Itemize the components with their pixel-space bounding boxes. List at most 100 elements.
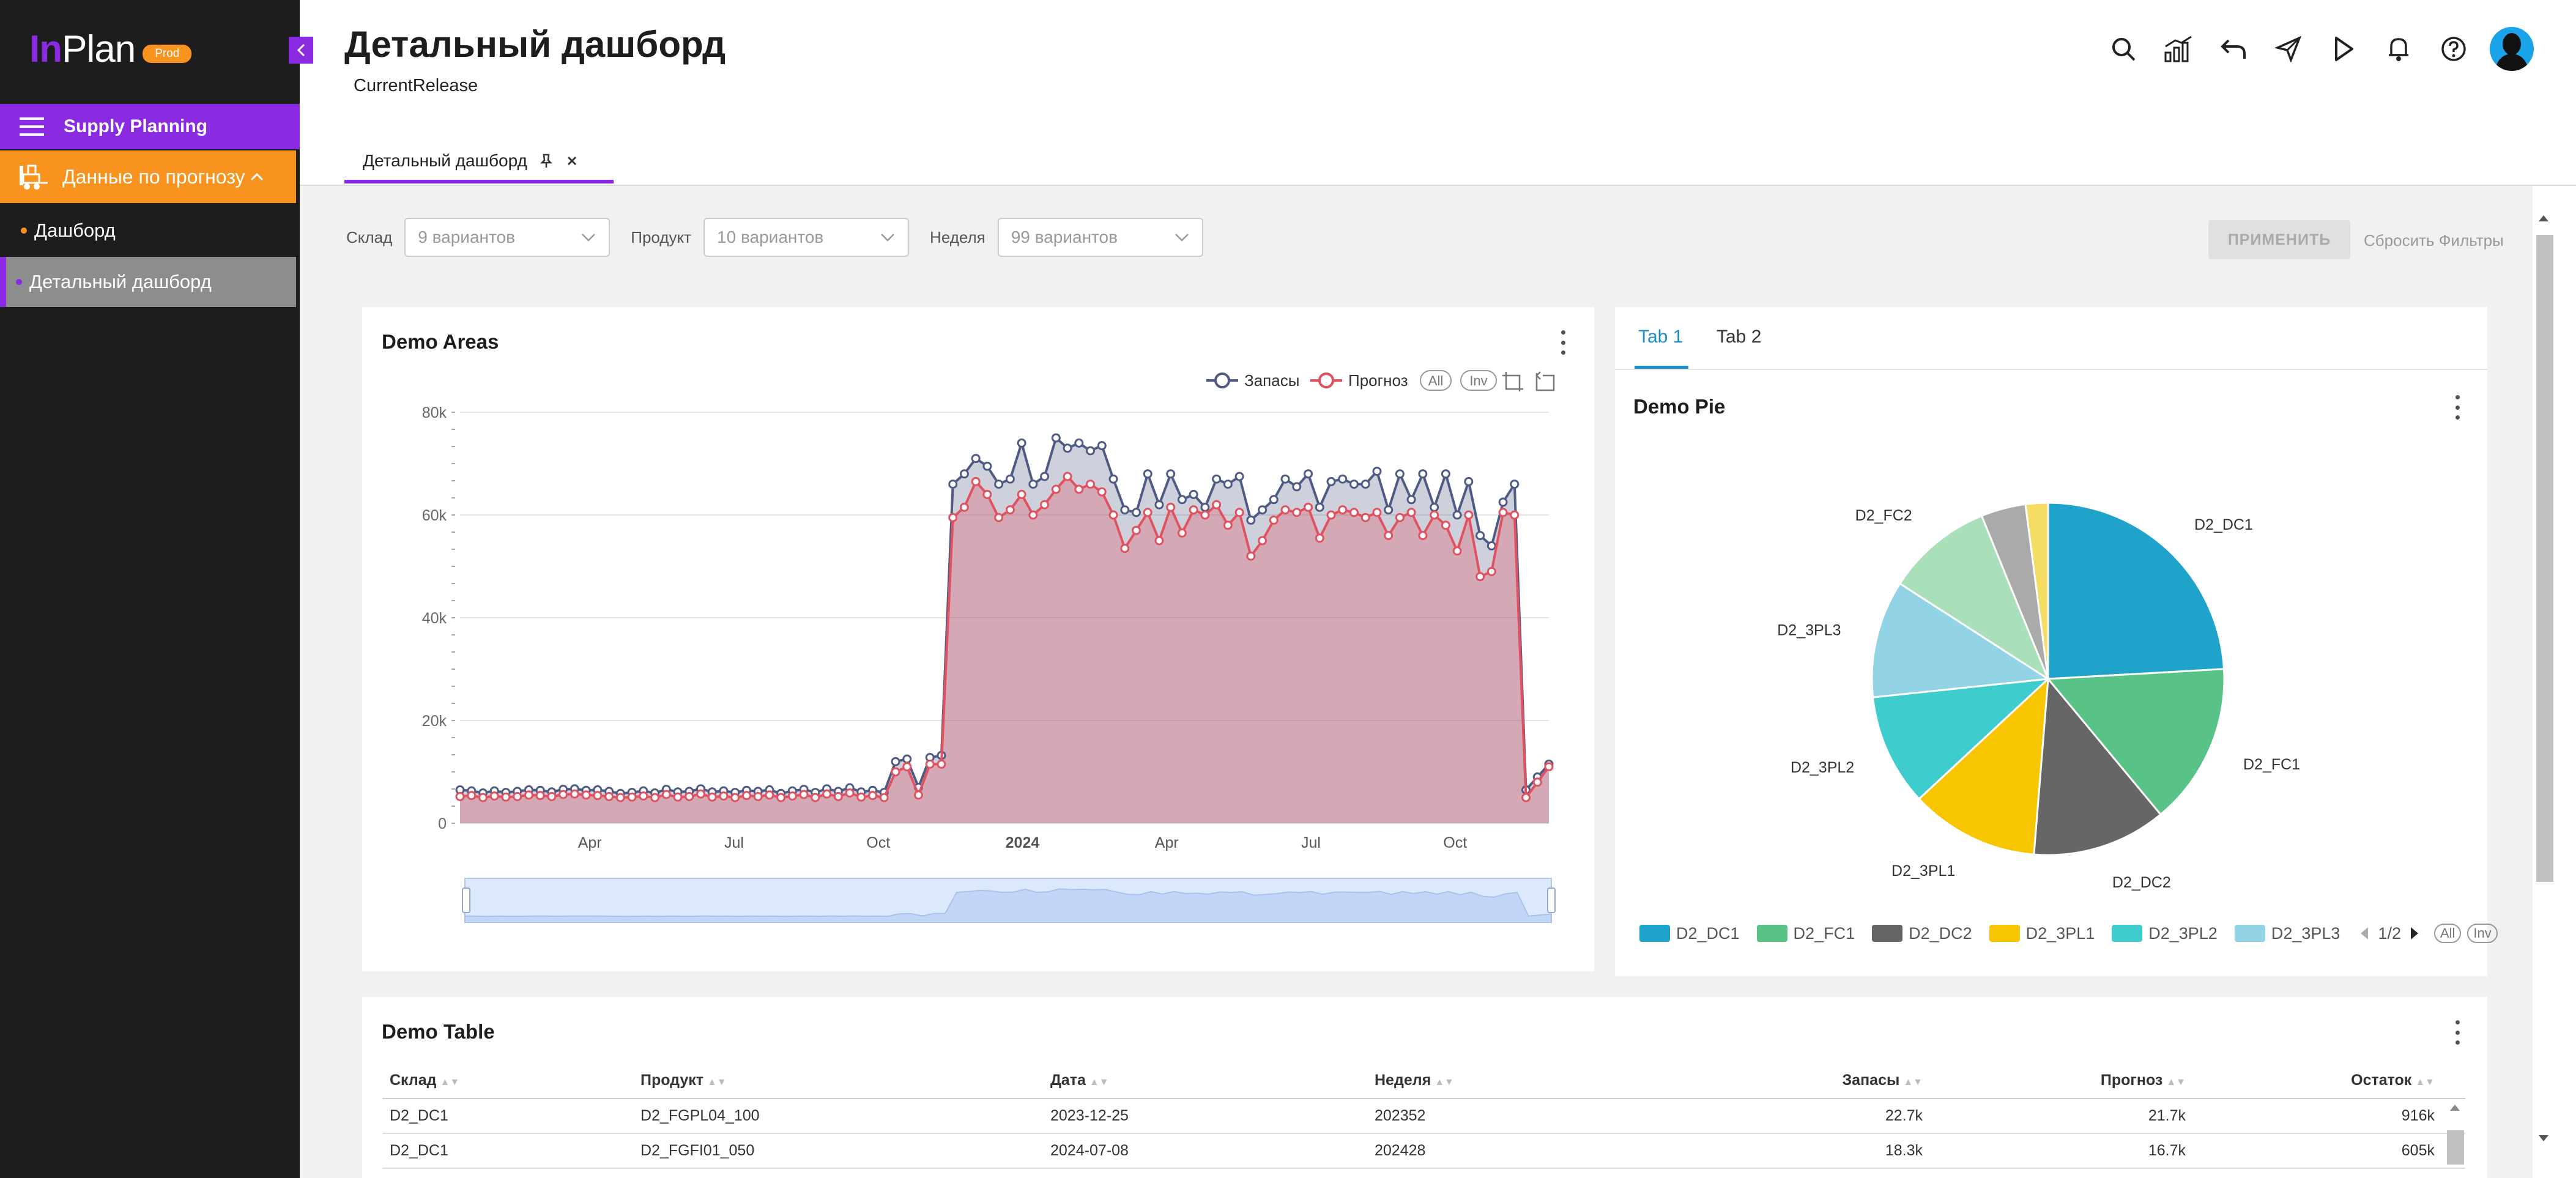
play-icon[interactable] (2316, 31, 2371, 67)
section-label: Данные по прогнозу (62, 165, 245, 188)
legend-inverse-toggle[interactable]: Inv (1460, 370, 1497, 391)
pie-slice[interactable] (1871, 678, 2051, 801)
column-header-stock[interactable]: Запасы ▲▼ (1673, 1063, 1930, 1099)
tab-1[interactable]: Tab 1 (1638, 327, 1683, 347)
product-select[interactable]: 10 вариантов (703, 218, 910, 257)
more-menu-icon[interactable] (2454, 1020, 2460, 1045)
legend-all-toggle[interactable]: All (1420, 370, 1452, 391)
column-header-warehouse[interactable]: Склад ▲▼ (382, 1063, 633, 1099)
data-point (1166, 502, 1176, 512)
data-zoom-slider[interactable] (462, 878, 1556, 923)
table-scrollbar[interactable] (2444, 1097, 2465, 1165)
chevron-up-icon[interactable] (250, 172, 264, 181)
search-icon[interactable] (2096, 31, 2151, 67)
send-icon[interactable] (2261, 31, 2316, 67)
week-select[interactable]: 99 вариантов (997, 218, 1203, 257)
data-point (1177, 528, 1187, 538)
data-point (879, 793, 889, 802)
legend-item-d2-dc2[interactable]: D2_DC2 (1872, 924, 1972, 943)
column-header-date[interactable]: Дата ▲▼ (1043, 1063, 1367, 1099)
x-tick-label: Jul (724, 834, 744, 851)
scroll-down-arrow[interactable] (2533, 1132, 2555, 1146)
close-icon[interactable] (566, 155, 577, 166)
module-menu[interactable]: Supply Planning (0, 104, 300, 149)
chevron-down-icon (881, 234, 894, 242)
apply-button[interactable]: ПРИМЕНИТЬ (2208, 220, 2350, 259)
cell-warehouse: D2_DC1 (382, 1098, 633, 1134)
pie-slice-label: D2_3PL1 (1891, 862, 1955, 880)
pie-slice[interactable] (1917, 676, 2049, 856)
y-tick-label: 0 (438, 815, 447, 832)
scroll-up-arrow[interactable] (2444, 1097, 2465, 1116)
tab-2[interactable]: Tab 2 (1717, 327, 1762, 347)
more-menu-icon[interactable] (1560, 330, 1566, 355)
help-icon[interactable] (2426, 31, 2481, 67)
analytics-icon[interactable] (2151, 31, 2206, 67)
zoom-select-icon[interactable] (1502, 372, 1523, 391)
x-tick-label: Oct (866, 834, 890, 851)
hamburger-icon[interactable] (20, 116, 44, 137)
data-point (1487, 566, 1496, 576)
undo-icon[interactable] (2206, 31, 2261, 67)
legend-item-d2-3pl3[interactable]: D2_3PL3 (2234, 924, 2340, 943)
data-point (1475, 531, 1485, 541)
collapse-sidebar-button[interactable] (289, 37, 313, 64)
legend-all-toggle[interactable]: All (2433, 924, 2462, 943)
data-point (707, 792, 717, 802)
data-point (1040, 472, 1050, 481)
data-point (1452, 510, 1462, 520)
pie-slice[interactable] (1871, 582, 2051, 698)
next-page-icon[interactable] (2407, 925, 2422, 942)
legend-item-d2-fc1[interactable]: D2_FC1 (1756, 924, 1855, 943)
scroll-up-arrow[interactable] (2533, 210, 2555, 225)
cell-remainder: 916k (2193, 1098, 2465, 1134)
legend-inverse-toggle[interactable]: Inv (2467, 924, 2498, 943)
avatar[interactable] (2490, 27, 2534, 71)
legend-item-0: Запасы (1206, 371, 1299, 390)
column-header-forecast[interactable]: Прогноз ▲▼ (1930, 1063, 2193, 1099)
legend-swatch (1989, 925, 2020, 942)
data-point (570, 789, 579, 799)
warehouse-select[interactable]: 9 вариантов (404, 218, 611, 257)
app-logo[interactable]: InPlan Prod (29, 24, 192, 73)
scroll-thumb[interactable] (2536, 235, 2553, 882)
sidebar-item-detailed-dashboard[interactable]: Детальный дашборд (0, 257, 296, 307)
column-header-week[interactable]: Неделя ▲▼ (1367, 1063, 1673, 1099)
data-point (753, 791, 763, 801)
bell-icon[interactable] (2371, 31, 2426, 67)
pie-slice[interactable] (2046, 668, 2225, 816)
data-point (730, 793, 740, 802)
data-point (937, 759, 946, 769)
page-scrollbar[interactable] (2533, 210, 2555, 1165)
data-point (1028, 480, 1038, 489)
data-point (1269, 495, 1279, 505)
data-point (741, 791, 751, 801)
table-scroll-thumb[interactable] (2447, 1130, 2464, 1165)
column-header-product[interactable]: Продукт ▲▼ (633, 1063, 1043, 1099)
legend-item-d2-3pl1[interactable]: D2_3PL1 (1989, 924, 2095, 943)
sidebar-section-forecast[interactable]: Данные по прогнозу (0, 150, 296, 203)
table-row[interactable]: D2_DC1 D2_FGPL04_100 2023-12-25 202352 2… (382, 1098, 2465, 1134)
pie-slice[interactable] (2033, 676, 2162, 856)
data-point (1051, 484, 1061, 494)
data-point (535, 791, 545, 801)
tab-detailed-dashboard[interactable]: Детальный дашборд (344, 142, 614, 183)
pin-icon[interactable] (540, 153, 553, 169)
column-header-remainder[interactable]: Остаток ▲▼ (2193, 1063, 2465, 1099)
legend-item-d2-dc1[interactable]: D2_DC1 (1639, 924, 1740, 943)
prev-page-icon[interactable] (2357, 925, 2372, 942)
page-title: Детальный дашборд (344, 24, 726, 65)
more-menu-icon[interactable] (2454, 395, 2460, 420)
pie-slice[interactable] (1898, 514, 2051, 681)
sidebar-item-dashboard[interactable]: Дашборд (0, 206, 296, 256)
table-row[interactable]: D2_DC1 D2_FGFI01_050 2024-07-08 202428 1… (382, 1133, 2465, 1169)
data-point (1246, 515, 1256, 525)
pie-chart: D2_DC1 D2_FC1 D2_DC2 D2_3PL1 D2_3PL2 D2_3PL3 D… (1777, 502, 2300, 891)
reset-filters-button[interactable]: Сбросить Фильтры (2364, 231, 2504, 250)
pie-slice[interactable] (2024, 502, 2049, 680)
legend-item-d2-3pl2[interactable]: D2_3PL2 (2112, 924, 2218, 943)
zoom-reset-icon[interactable] (1535, 371, 1555, 391)
data-point (902, 754, 912, 764)
forklift-icon (20, 165, 48, 190)
pie-slice[interactable] (2047, 502, 2225, 680)
